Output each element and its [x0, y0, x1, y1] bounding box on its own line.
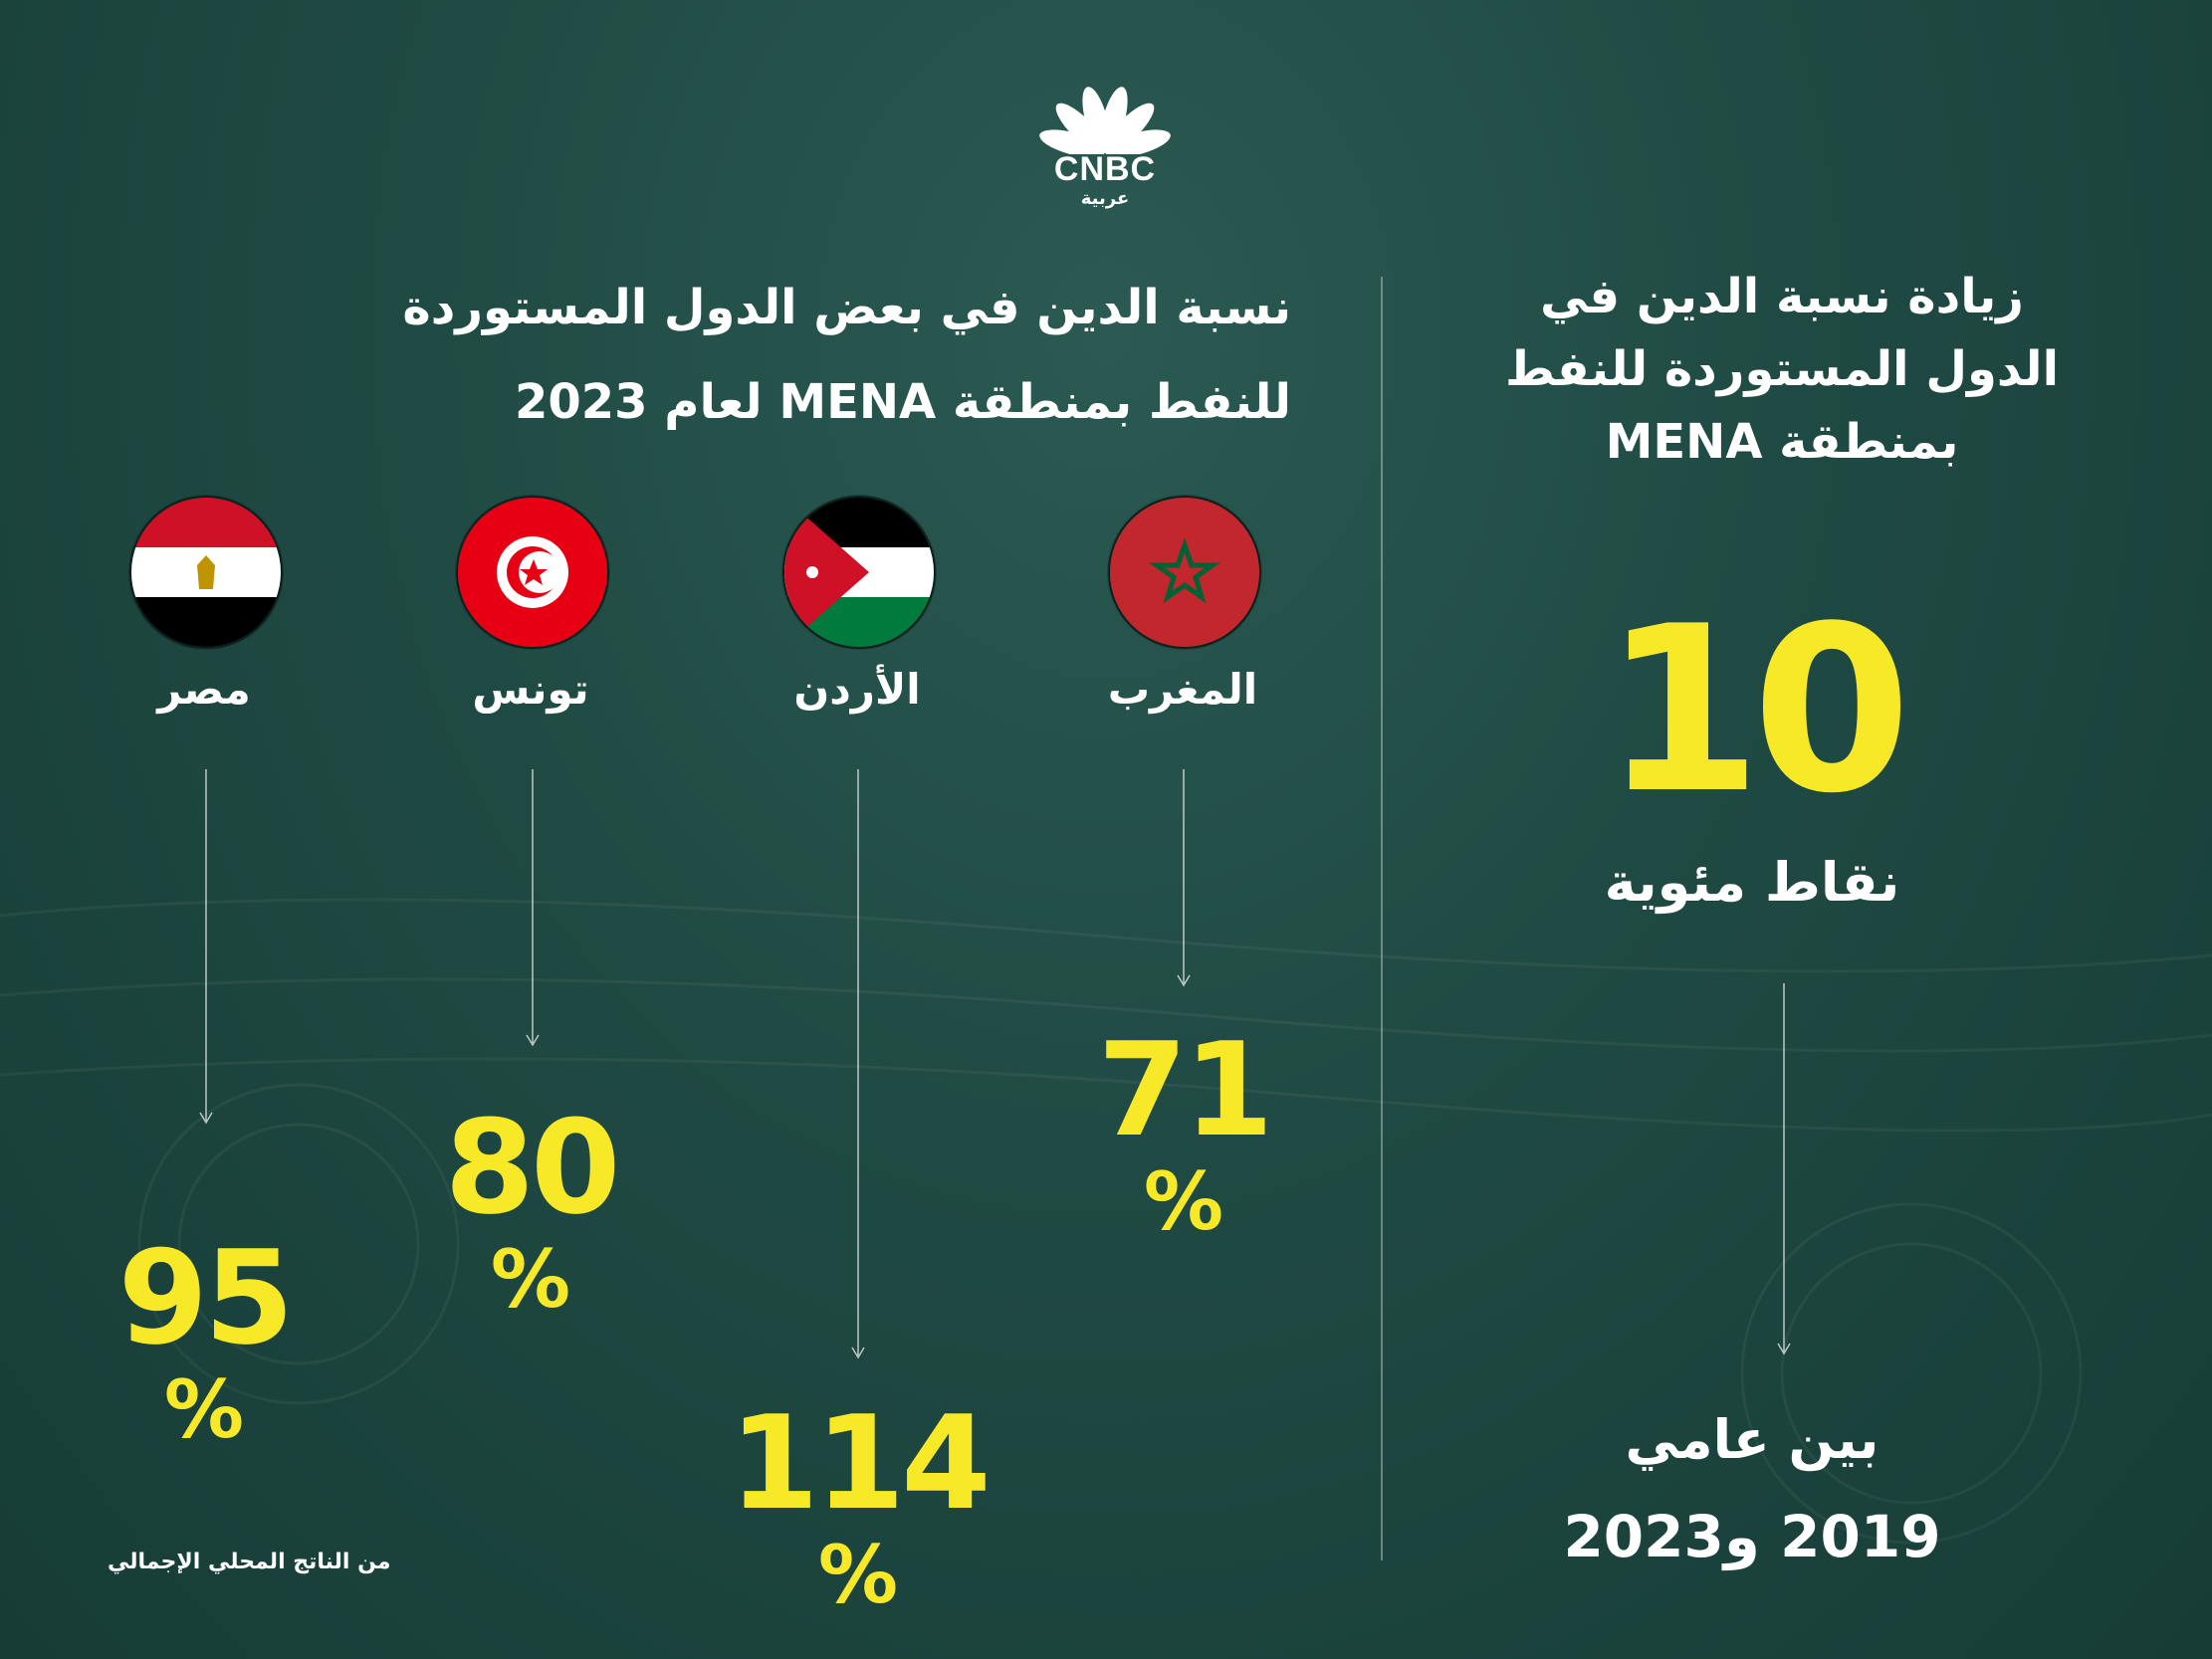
left-title-line-1: نسبة الدين في بعض الدول المستوردة: [402, 280, 1291, 335]
arrow-jordan: [851, 769, 865, 1359]
country-name-morocco: المغرب: [1107, 665, 1258, 714]
logo-sub: عربية: [1080, 188, 1130, 209]
value-jordan: 114 %: [719, 1398, 997, 1615]
right-title-line-1: زيادة نسبة الدين في: [1540, 269, 2024, 324]
source-note: من الناتج المحلي الإجمالي: [108, 1550, 391, 1574]
country-name-jordan: الأردن: [793, 665, 921, 714]
country-name-egypt: مصر: [157, 665, 251, 714]
arrow-egypt: [199, 769, 213, 1125]
value-label-tunisia: 80: [444, 1092, 621, 1243]
value-unit-egypt: %: [163, 1363, 245, 1456]
value-egypt: 95 %: [65, 1233, 343, 1450]
value-tunisia: 80 %: [391, 1103, 670, 1320]
value-unit-jordan: %: [817, 1529, 899, 1621]
peacock-icon: [1039, 87, 1171, 157]
years-range: 2019 و2023: [1563, 1503, 1941, 1570]
right-title-line-2: الدول المستوردة للنفط: [1504, 341, 2060, 397]
left-title-line-2: للنفط بمنطقة MENA لعام 2023: [514, 374, 1291, 430]
value-label-jordan: 114: [729, 1387, 991, 1539]
cnbc-logo: CNBC عربية: [1035, 85, 1175, 214]
between-years-label: بين عامي: [1625, 1408, 1880, 1471]
value-morocco: 71 %: [1044, 1025, 1323, 1242]
country-name-tunisia: تونس: [472, 665, 589, 714]
value-label-morocco: 71: [1097, 1014, 1274, 1165]
increase-unit: نقاط مئوية: [1604, 851, 1900, 914]
left-title: نسبة الدين في بعض الدول المستوردة للنفط …: [97, 261, 1291, 450]
increase-value: 10: [1602, 578, 1911, 844]
arrow-tunisia: [526, 769, 540, 1047]
right-title: زيادة نسبة الدين في الدول المستوردة للنف…: [1394, 261, 2170, 479]
morocco-flag-icon: [1108, 496, 1261, 649]
value-unit-tunisia: %: [490, 1233, 571, 1326]
logo-brand: CNBC: [1053, 150, 1157, 188]
tunisia-flag-icon: [456, 496, 609, 649]
column-divider: [1381, 277, 1383, 1560]
value-label-egypt: 95: [117, 1222, 295, 1373]
right-title-line-3: بمنطقة MENA: [1605, 414, 1959, 470]
value-unit-morocco: %: [1143, 1155, 1224, 1248]
arrow-morocco: [1177, 769, 1191, 987]
arrow-increase: [1777, 983, 1791, 1355]
